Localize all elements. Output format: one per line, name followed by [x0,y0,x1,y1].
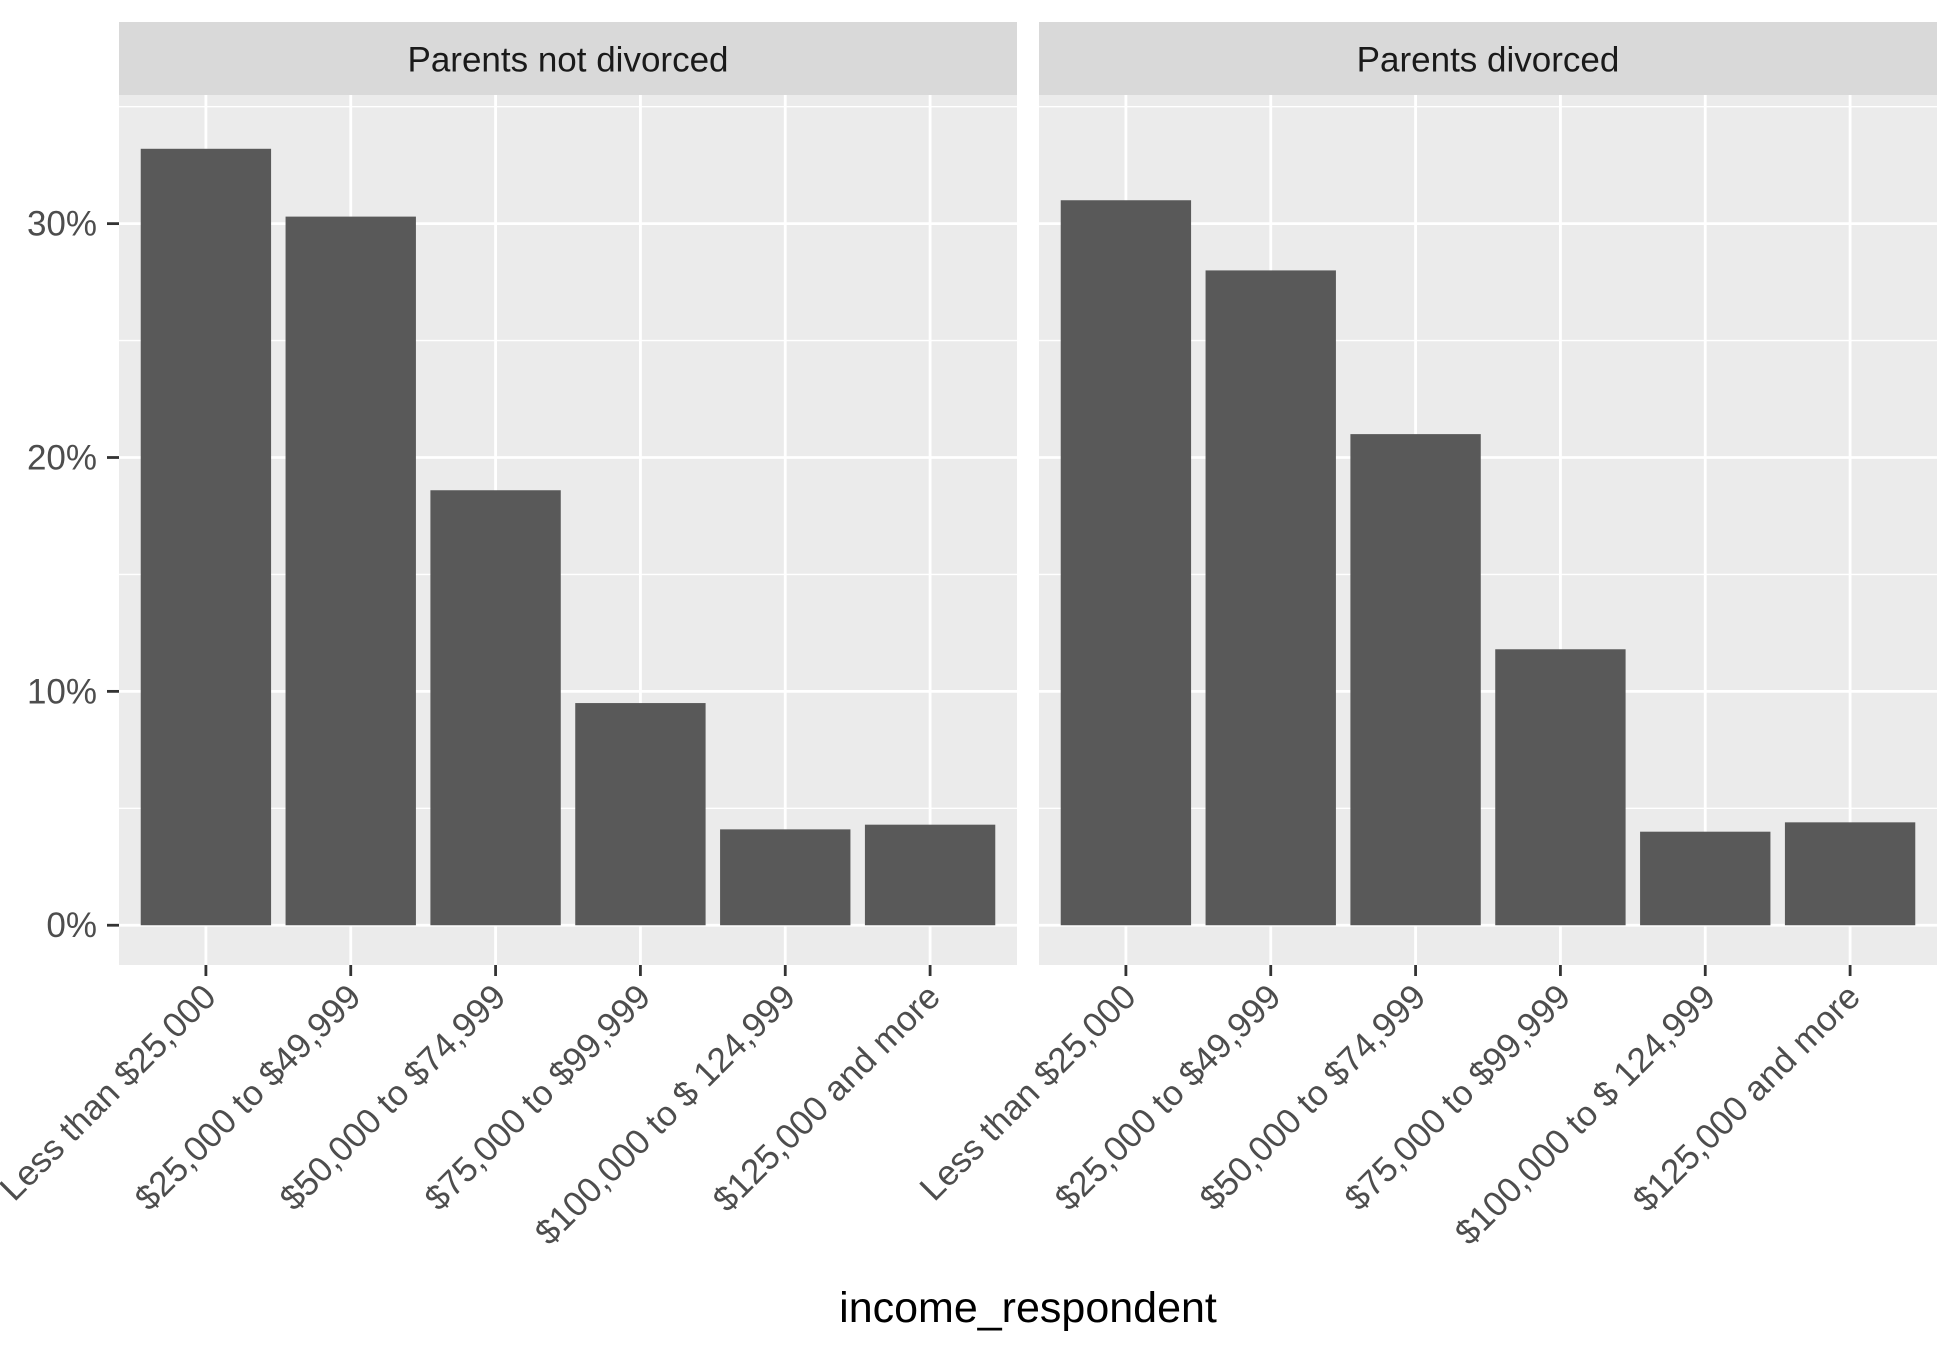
bar [864,824,996,926]
bar [430,490,561,926]
x-tick-label: $100,000 to $ 124,999 [528,977,803,1252]
bar [1784,822,1916,926]
y-tick-label: 0% [46,906,97,945]
x-axis-title: income_respondent [839,1284,1217,1332]
bar [720,829,851,926]
bar [1205,270,1336,926]
bar [1350,434,1481,926]
facet-strip-label: Parents divorced [1357,41,1620,80]
y-tick-label: 20% [27,439,97,478]
bar [140,148,272,926]
bar [1640,831,1771,926]
y-tick-label: 30% [27,205,97,244]
bar [1060,200,1192,926]
facet-strip [119,22,1017,95]
facet-strip-label: Parents not divorced [407,41,728,80]
y-tick-label: 10% [27,672,97,711]
bar [1495,649,1626,926]
bar [285,216,416,926]
x-tick-label: $100,000 to $ 124,999 [1448,977,1723,1252]
bar [575,703,706,926]
y-axis: 0% 10% 20% 30% [27,205,119,945]
facet-strip [1039,22,1937,95]
